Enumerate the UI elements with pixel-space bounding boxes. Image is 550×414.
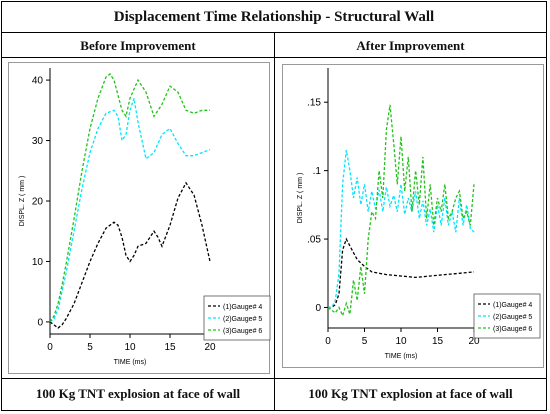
legend-label: (2)Gauge# 5 (223, 316, 262, 323)
series-line-gauge-6 (49, 73, 210, 323)
series-line-gauge-4 (328, 237, 475, 309)
y-tick-label: 30 (32, 136, 44, 147)
x-tick-label: 20 (468, 336, 480, 347)
y-tick-label: 10 (32, 257, 44, 268)
legend-label: (2)Gauge# 5 (493, 314, 532, 321)
series-line-gauge-4 (49, 181, 211, 329)
x-tick-label: 10 (395, 336, 407, 347)
y-tick-label: .15 (307, 98, 321, 109)
legend-label: (1)Gauge# 4 (223, 304, 262, 311)
x-tick-label: 15 (432, 336, 444, 347)
y-axis-label: DISPL. Z ( mm ) (19, 176, 26, 227)
series-line-gauge-6 (327, 104, 475, 318)
x-axis-label: TIME (ms) (114, 359, 147, 366)
x-tick-label: 20 (204, 342, 216, 353)
chart-legend: (1)Gauge# 4 (2)Gauge# 5 (3)Gauge# 6 (203, 295, 271, 341)
x-tick-label: 5 (362, 336, 368, 347)
legend-label: (1)Gauge# 4 (493, 302, 532, 309)
y-tick-label: 0 (37, 317, 43, 328)
panel-heading-before: Before Improvement (2, 33, 274, 58)
panel-divider (274, 33, 276, 410)
series-line-gauge-5 (328, 149, 475, 309)
panel-caption-before: 100 Kg TNT explosion at face of wall (2, 378, 274, 408)
y-tick-label: 40 (32, 76, 44, 87)
y-tick-label: 0 (315, 303, 321, 314)
legend-label: (3)Gauge# 6 (493, 326, 532, 333)
x-tick-label: 10 (124, 342, 136, 353)
chart-after: 0 5 10 15 20 0 .05 .1 .15 TIME (ms) DISPL. Z ( mm … (282, 64, 544, 368)
x-tick-label: 0 (47, 342, 53, 353)
x-tick-label: 0 (325, 336, 331, 347)
y-tick-label: 20 (32, 197, 44, 208)
figure-title: Displacement Time Relationship - Structu… (2, 2, 546, 33)
legend-label: (3)Gauge# 6 (223, 328, 262, 335)
x-axis-label: TIME (ms) (385, 353, 418, 360)
panel-caption-after: 100 Kg TNT explosion at face of wall (275, 378, 546, 408)
x-tick-label: 15 (164, 342, 176, 353)
y-tick-label: .1 (313, 166, 322, 177)
y-axis-label: DISPL. Z ( mm ) (297, 173, 304, 224)
y-tick-label: .05 (307, 235, 321, 246)
chart-before: 0 5 10 15 20 0 10 20 30 40 TIME (ms) DISPL. Z ( mm … (8, 62, 271, 374)
chart-legend: (1)Gauge# 4 (2)Gauge# 5 (3)Gauge# 6 (473, 293, 541, 339)
x-tick-label: 5 (87, 342, 93, 353)
series-line-gauge-5 (49, 97, 211, 323)
panel-heading-after: After Improvement (275, 33, 546, 58)
